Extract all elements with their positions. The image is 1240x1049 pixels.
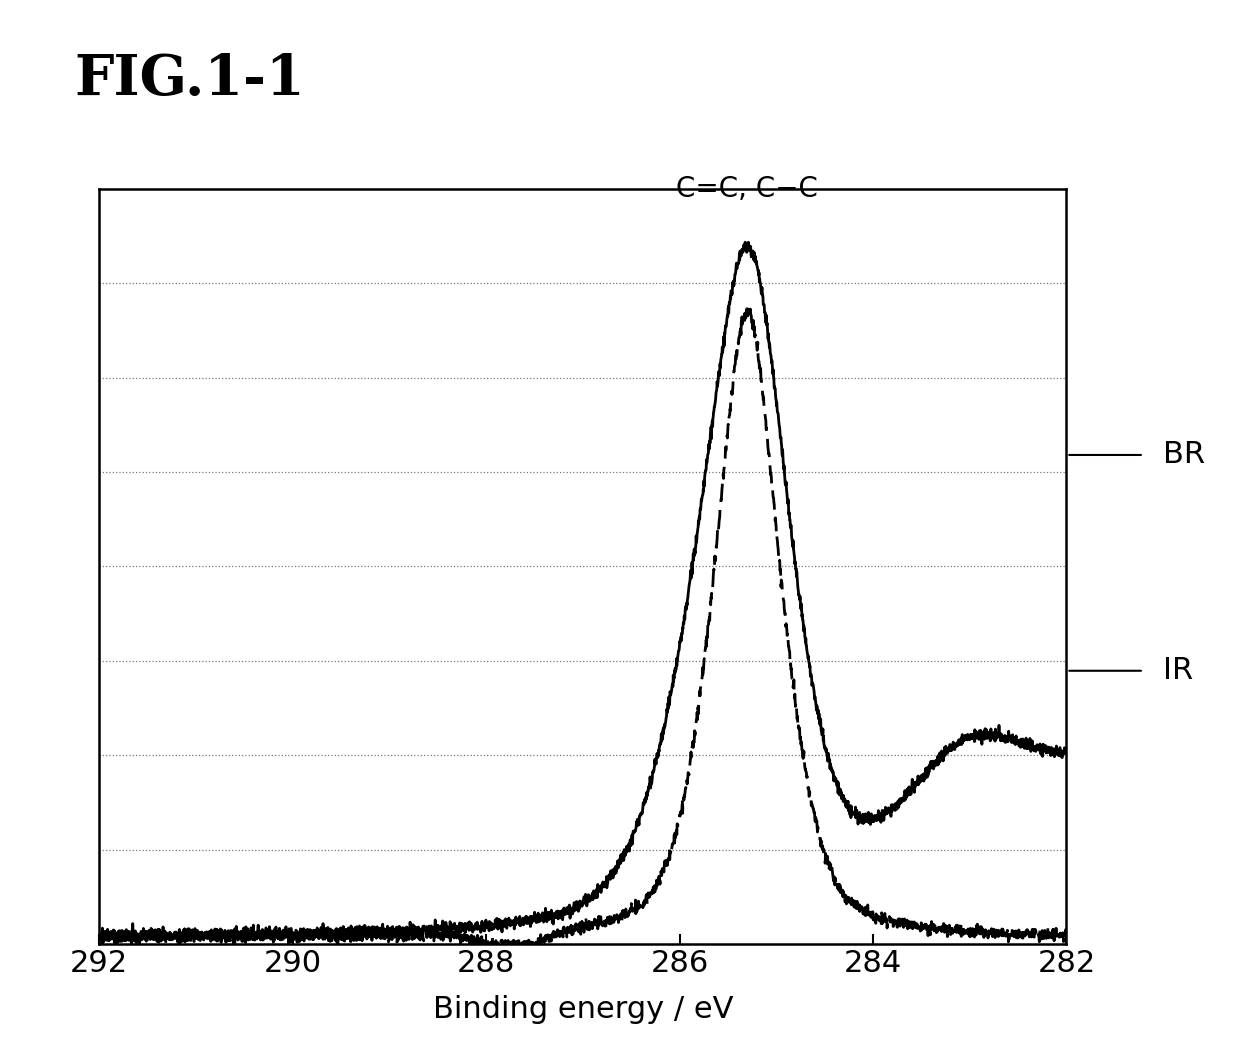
X-axis label: Binding energy / eV: Binding energy / eV (433, 994, 733, 1024)
Text: IR: IR (1163, 657, 1193, 685)
Text: BR: BR (1163, 441, 1205, 470)
Text: C=C, C−C: C=C, C−C (676, 175, 818, 204)
Text: FIG.1-1: FIG.1-1 (74, 52, 305, 107)
